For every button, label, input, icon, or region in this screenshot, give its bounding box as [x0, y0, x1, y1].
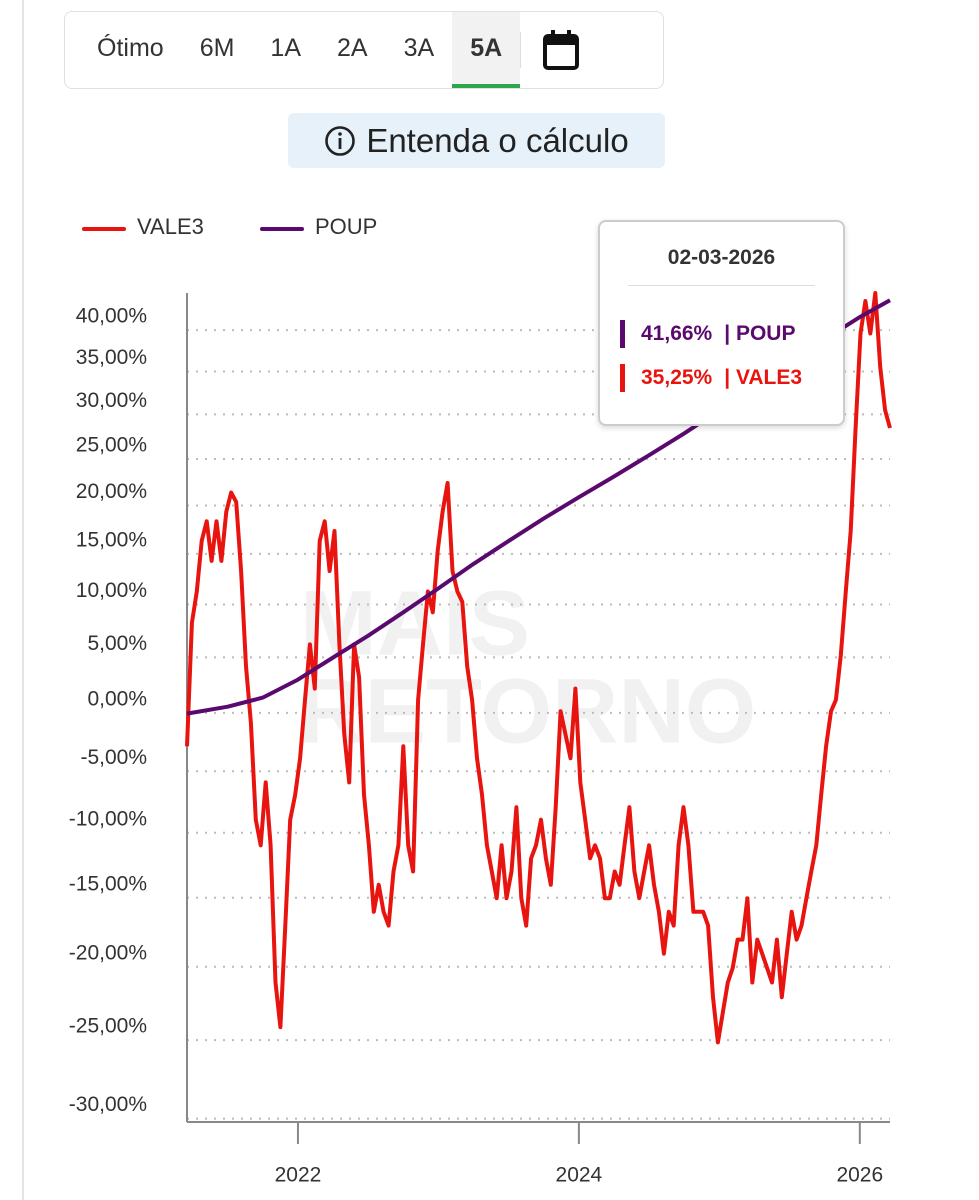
- y-tick-label: 0,00%: [87, 687, 147, 710]
- series-line: [185, 291, 892, 1045]
- tooltip-date: 02-03-2026: [667, 246, 776, 269]
- period-selector: Ótimo 6M 1A 2A 3A 5A: [64, 11, 664, 89]
- info-label: Entenda o cálculo: [366, 121, 629, 159]
- y-tick-label: 30,00%: [76, 389, 147, 412]
- tooltip-name: | POUP: [724, 322, 796, 345]
- y-tick-label: -5,00%: [80, 746, 147, 769]
- period-tab[interactable]: Ótimo: [97, 33, 164, 62]
- x-tick-label: 2024: [556, 1164, 603, 1187]
- watermark: RETORNO: [298, 660, 756, 762]
- period-tab[interactable]: 6M: [199, 33, 235, 62]
- y-tick-label: 40,00%: [76, 305, 147, 328]
- calendar-icon: [543, 30, 580, 70]
- y-tick-label: 20,00%: [76, 480, 147, 503]
- period-tab[interactable]: 3A: [403, 33, 435, 62]
- x-tick-label: 2022: [275, 1164, 322, 1187]
- tooltip-value: 41,66%: [641, 322, 713, 345]
- y-tick-label: -25,00%: [69, 1015, 147, 1038]
- tooltip-swatch: [620, 320, 625, 348]
- y-tick-label: -10,00%: [69, 807, 147, 830]
- tooltip-value: 35,25%: [641, 366, 713, 389]
- x-tick-label: 2026: [836, 1164, 883, 1187]
- page-border: [22, 0, 24, 1200]
- y-tick-label: 25,00%: [76, 434, 147, 457]
- tooltip: 02-03-2026 41,66% | POUP 35,25% | VALE3: [598, 220, 845, 426]
- watermark: MAIS: [300, 572, 530, 674]
- info-button[interactable]: Entenda o cálculo: [288, 113, 665, 168]
- y-tick-label: 10,00%: [76, 579, 147, 602]
- period-tab[interactable]: 2A: [337, 33, 368, 62]
- tooltip-separator: [628, 285, 815, 286]
- y-tick-label: -20,00%: [69, 941, 147, 964]
- period-tab[interactable]: 1A: [270, 33, 302, 62]
- calendar-button[interactable]: [520, 30, 580, 70]
- y-tick-label: -30,00%: [69, 1093, 147, 1116]
- tooltip-row: 41,66% | POUP: [620, 319, 795, 349]
- legend-label: POUP: [315, 214, 377, 239]
- y-tick-label: 15,00%: [76, 528, 147, 551]
- period-tab[interactable]: 5A: [452, 12, 521, 88]
- legend-label: VALE3: [137, 214, 204, 239]
- tooltip-swatch: [620, 364, 625, 392]
- info-icon: [325, 125, 356, 156]
- y-tick-label: 5,00%: [87, 632, 147, 655]
- tooltip-row: 35,25% | VALE3: [620, 363, 802, 393]
- y-tick-label: -15,00%: [69, 872, 147, 895]
- tooltip-name: | VALE3: [724, 366, 803, 389]
- y-tick-label: 35,00%: [76, 346, 147, 369]
